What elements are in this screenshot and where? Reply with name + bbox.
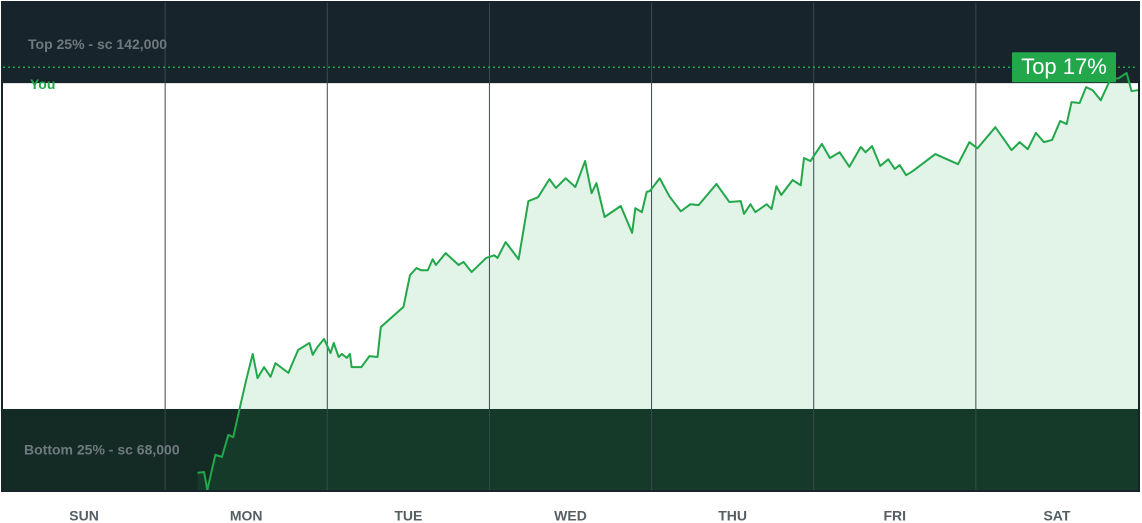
band-label: Bottom 25% - sc 68,000: [24, 442, 180, 458]
x-tick-label: MON: [230, 508, 263, 523]
band-label: Top 25% - sc 142,000: [28, 36, 167, 52]
plot-border: [1, 1, 1140, 492]
x-tick-label: TUE: [394, 508, 422, 523]
x-tick-label: THU: [718, 508, 747, 523]
you-label: You: [30, 76, 55, 92]
band: [3, 408, 1138, 490]
line: [197, 72, 1139, 491]
x-tick-label: FRI: [884, 508, 907, 523]
x-tick-label: SUN: [69, 508, 99, 523]
badge: [1012, 52, 1116, 83]
x-tick-label: SAT: [1043, 508, 1070, 523]
area: [197, 73, 1139, 491]
band: [3, 3, 1138, 84]
x-tick-label: WED: [554, 508, 587, 523]
plot-background: [3, 3, 1138, 490]
badge-text: Top 17%: [1021, 54, 1107, 79]
